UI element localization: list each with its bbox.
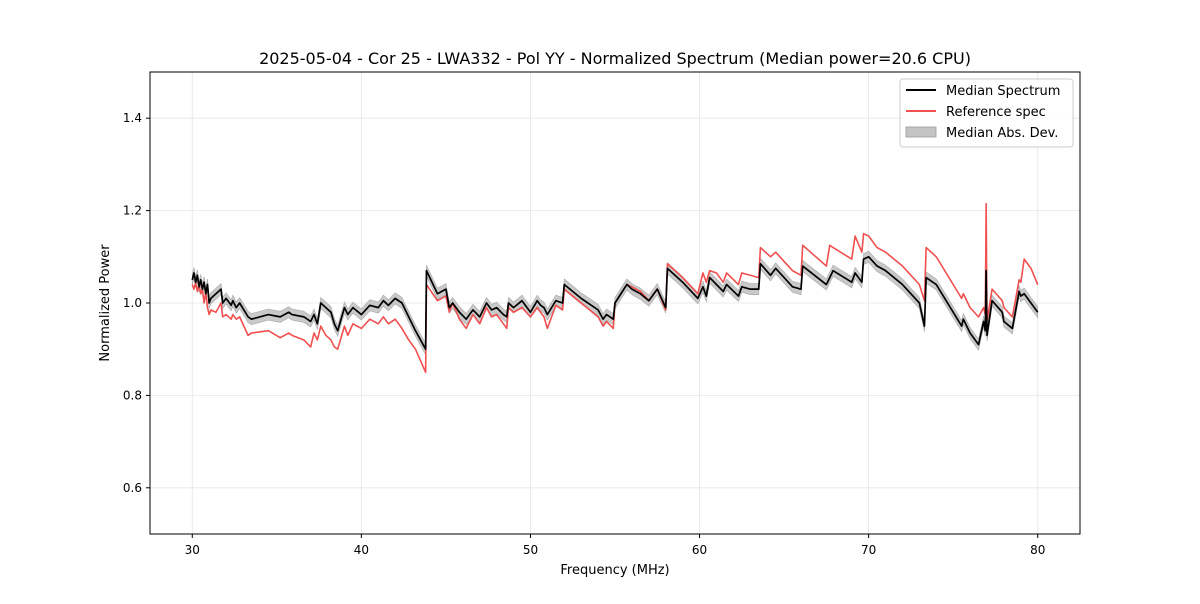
x-tick-label: 60: [692, 543, 707, 557]
legend-reference-label: Reference spec: [946, 105, 1046, 120]
legend-mad-swatch: [905, 126, 937, 138]
y-tick-label: 0.6: [123, 481, 142, 495]
y-tick-label: 1.2: [123, 204, 142, 218]
series-layer: [191, 202, 1039, 374]
x-tick-label: 40: [354, 543, 369, 557]
x-tick-label: 70: [861, 543, 876, 557]
x-axis-label: Frequency (MHz): [560, 563, 669, 578]
y-tick-label: 0.8: [123, 388, 142, 402]
y-axis-label: Normalized Power: [98, 244, 113, 362]
x-tick-label: 80: [1030, 543, 1045, 557]
ticks-layer: 30 40 50 60 70 80 0.6 0.8 1.0 1.2 1.4: [123, 111, 1045, 557]
reference-spectrum-line: [191, 202, 1039, 374]
median-spectrum-line: [191, 255, 1039, 351]
y-tick-label: 1.0: [123, 296, 142, 310]
y-tick-label: 1.4: [123, 111, 142, 125]
legend-median-label: Median Spectrum: [946, 84, 1060, 99]
legend: Median Spectrum Reference spec Median Ab…: [899, 78, 1074, 148]
x-tick-label: 30: [185, 543, 200, 557]
legend-mad-label: Median Abs. Dev.: [946, 126, 1058, 141]
x-tick-label: 50: [523, 543, 538, 557]
legend-frame: [899, 78, 1074, 148]
chart-title: 2025-05-04 - Cor 25 - LWA332 - Pol YY - …: [259, 49, 971, 68]
